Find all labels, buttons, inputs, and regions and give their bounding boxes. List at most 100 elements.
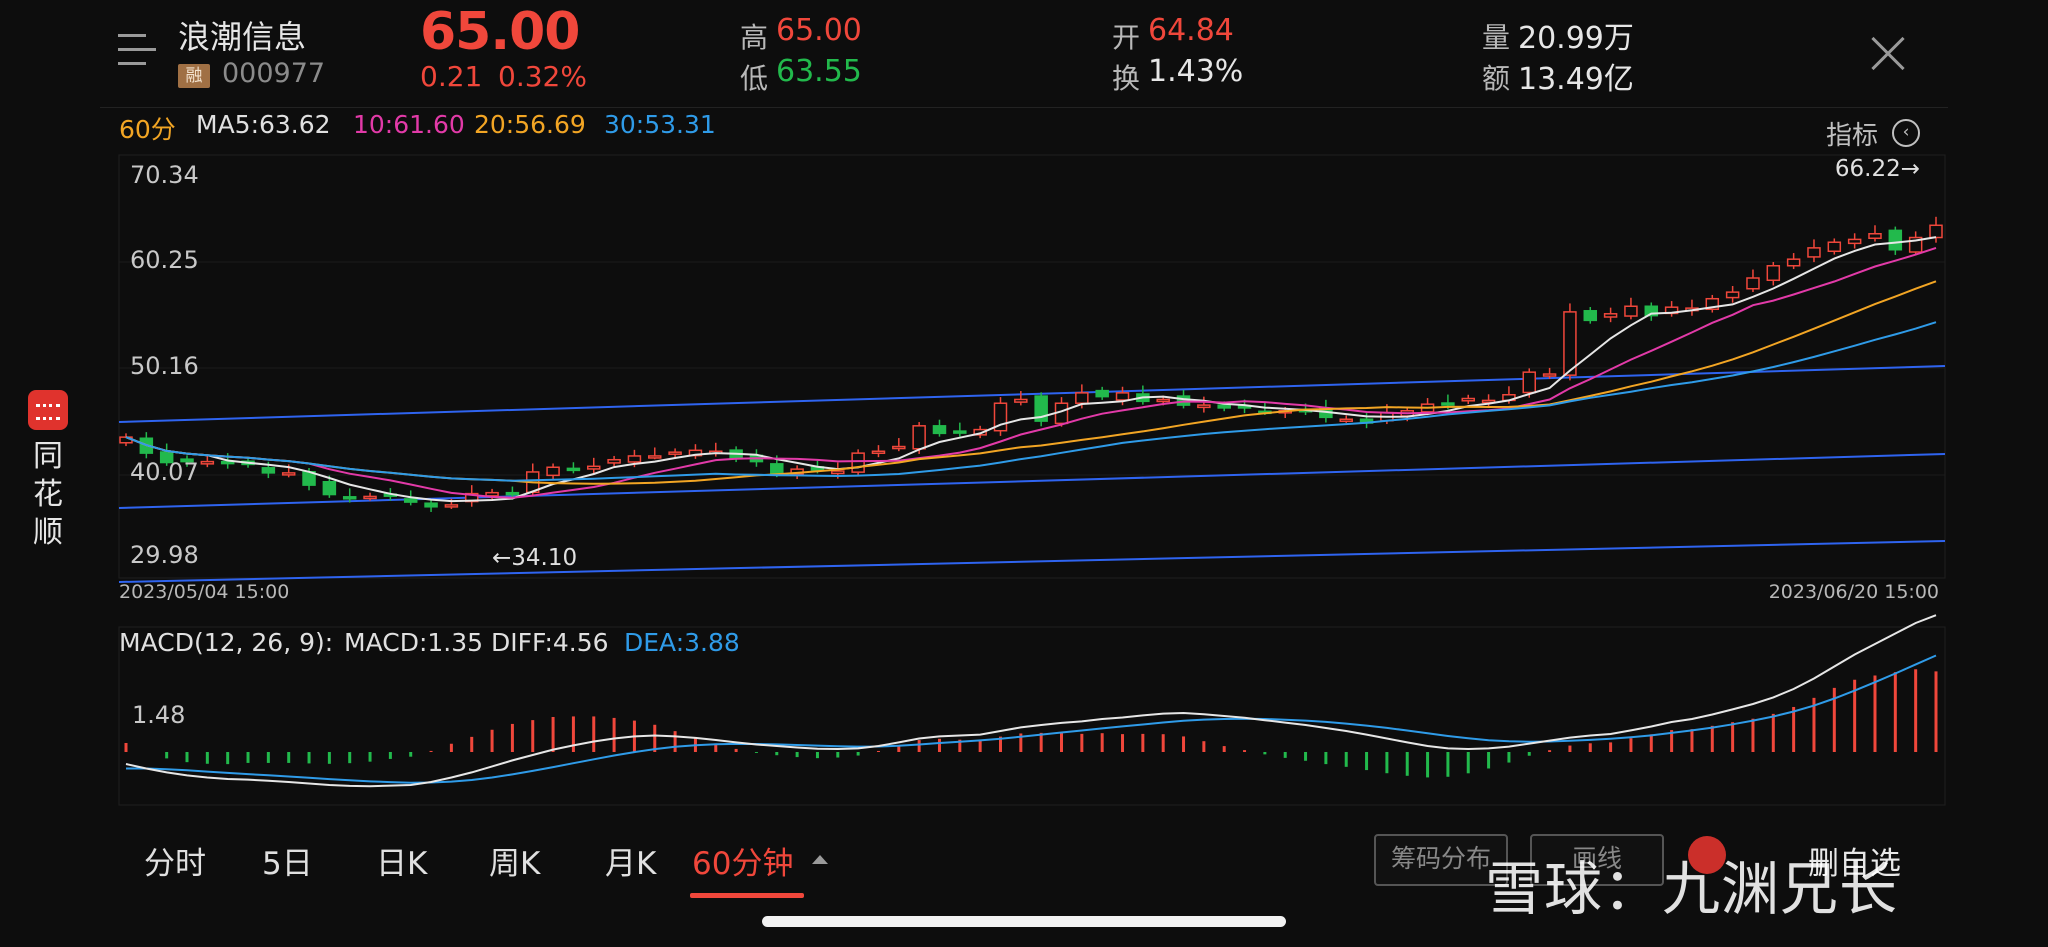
candle-down xyxy=(932,425,947,435)
candle-up xyxy=(1014,398,1028,403)
x-start-label: 2023/05/04 15:00 xyxy=(119,581,289,603)
candle-down xyxy=(424,502,438,508)
high-value: 65.00 xyxy=(776,13,862,48)
candle-up xyxy=(1156,398,1170,403)
candle-up xyxy=(668,451,682,455)
candle-down xyxy=(1583,310,1598,322)
low-label: 低 xyxy=(740,62,769,95)
candle-up xyxy=(648,455,662,459)
volume-label: 量 xyxy=(1482,21,1511,54)
diff-value: DIFF:4.56 xyxy=(491,628,609,657)
ma20-line xyxy=(125,280,1937,485)
moving-averages xyxy=(125,236,1937,503)
candle-up xyxy=(607,458,621,464)
indicator-button[interactable]: 指标 xyxy=(1826,121,1879,151)
max-price-marker: 66.22→ xyxy=(1835,156,1920,182)
candle-up xyxy=(444,504,459,508)
candle-up xyxy=(1786,258,1801,267)
ma30-line xyxy=(125,321,1937,482)
caret-up-icon[interactable] xyxy=(812,855,828,864)
diff-line xyxy=(125,614,1937,788)
candle-up xyxy=(1705,297,1720,311)
header-divider xyxy=(100,107,1948,108)
macd-params: MACD(12, 26, 9): xyxy=(119,628,334,657)
tab-weekly-k[interactable]: 周K xyxy=(489,846,541,882)
price-change: 0.21 xyxy=(420,60,483,93)
candle-down xyxy=(1034,395,1048,422)
candle-up xyxy=(1929,224,1943,239)
candle-up xyxy=(1847,238,1862,245)
y-tick: 40.07 xyxy=(130,458,199,486)
y-tick: 50.16 xyxy=(130,352,199,380)
candle-up xyxy=(1481,399,1496,404)
y-tick: 70.34 xyxy=(130,161,199,189)
candle-up xyxy=(1725,291,1740,299)
turnover-value: 1.43% xyxy=(1148,54,1244,89)
tab-daily-k[interactable]: 日K xyxy=(376,846,428,882)
tab-intraday[interactable]: 分时 xyxy=(144,846,206,882)
high-label: 高 xyxy=(740,21,769,54)
candle-up xyxy=(1542,373,1557,377)
candle-down xyxy=(1441,402,1455,406)
trend-line-lower xyxy=(118,540,1946,583)
active-tab-indicator xyxy=(690,893,804,898)
candle-up xyxy=(627,455,642,463)
candle-up xyxy=(1075,392,1089,404)
notification-dot-icon xyxy=(1688,836,1726,874)
candle-down xyxy=(220,460,235,465)
candle-up xyxy=(1115,392,1130,401)
candle-up xyxy=(851,452,865,473)
candle-up xyxy=(200,460,215,465)
turnover-label: 换 xyxy=(1112,62,1141,95)
candle-down xyxy=(1095,389,1109,398)
draw-line-button[interactable]: 画线 xyxy=(1530,834,1664,886)
candle-down xyxy=(1888,229,1903,251)
candle-up xyxy=(1461,397,1475,402)
candle-up xyxy=(1624,305,1638,317)
chevron-left-icon[interactable]: ‹ xyxy=(1892,119,1920,147)
low-value: 63.55 xyxy=(776,54,862,89)
stock-code: 000977 xyxy=(222,58,326,89)
tab-5day[interactable]: 5日 xyxy=(262,846,313,882)
ma30-legend: 30:53.31 xyxy=(604,110,716,139)
candle-down xyxy=(953,430,967,434)
tab-monthly-k[interactable]: 月K xyxy=(605,846,657,882)
volume-value: 20.99万 xyxy=(1518,21,1634,56)
chip-distribution-button[interactable]: 筹码分布 xyxy=(1374,834,1508,886)
ma20-legend: 20:56.69 xyxy=(474,110,586,139)
price-panel-frame xyxy=(118,154,1946,579)
candle-up xyxy=(1603,313,1618,318)
candle-up xyxy=(871,450,886,454)
candle-down xyxy=(566,467,581,472)
candle-up xyxy=(1522,371,1537,394)
home-indicator[interactable] xyxy=(762,916,1286,927)
macd-indicator xyxy=(124,614,1938,788)
candle-up xyxy=(1807,247,1821,258)
amount-value: 13.49亿 xyxy=(1518,62,1634,97)
menu-icon[interactable] xyxy=(118,34,162,72)
candle-up xyxy=(587,465,601,470)
current-price: 65.00 xyxy=(420,2,580,62)
open-value: 64.84 xyxy=(1148,13,1234,48)
candle-down xyxy=(505,491,520,496)
candle-up xyxy=(1197,404,1211,409)
remove-favorite-button[interactable]: 删自选 xyxy=(1808,846,1901,882)
tab-60min[interactable]: 60分钟 xyxy=(692,846,794,882)
trend-line-upper xyxy=(118,365,1946,423)
watermark: 雪球：九渊兄长 xyxy=(1485,855,1899,923)
price-change-pct: 0.32% xyxy=(498,60,587,93)
candle-up xyxy=(1766,265,1781,282)
candle-up xyxy=(1746,277,1760,290)
y-tick: 29.98 xyxy=(130,541,199,569)
macd-panel-frame xyxy=(118,626,1946,806)
stock-name: 浪潮信息 xyxy=(178,18,307,56)
candle-down xyxy=(403,498,418,503)
candle-down xyxy=(261,467,276,474)
app-name[interactable]: 同花顺 xyxy=(33,439,63,550)
amount-label: 额 xyxy=(1482,62,1511,95)
margin-badge: 融 xyxy=(178,64,210,88)
ma5-line xyxy=(125,236,1937,503)
app-logo-icon[interactable] xyxy=(28,390,68,430)
candle-up xyxy=(363,495,377,500)
